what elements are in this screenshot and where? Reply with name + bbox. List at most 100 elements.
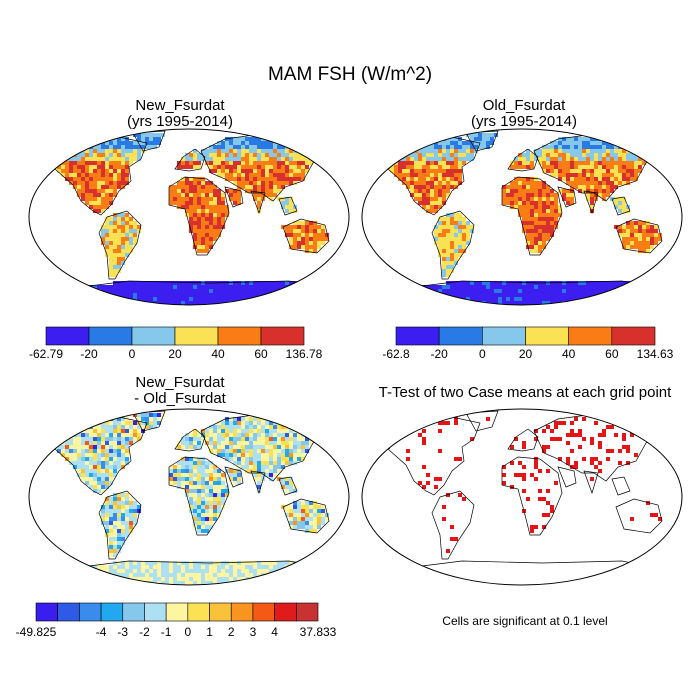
map-cell xyxy=(446,257,450,261)
map-cell xyxy=(402,301,406,305)
map-cell xyxy=(49,433,53,437)
colorbar-tick-label: -4 xyxy=(95,625,107,639)
map-cell xyxy=(169,469,173,473)
map-cell xyxy=(534,213,538,217)
map-cell xyxy=(301,229,305,233)
map-cell xyxy=(297,301,301,305)
map-cell xyxy=(129,145,133,149)
map-cell xyxy=(205,201,209,205)
map-cell xyxy=(626,153,630,157)
map-cell xyxy=(506,185,510,189)
map-cell xyxy=(113,473,117,477)
map-cell xyxy=(105,485,109,489)
map-cell xyxy=(209,301,213,305)
map-cell xyxy=(137,289,141,293)
map-cell xyxy=(229,189,233,193)
map-cell xyxy=(309,509,313,513)
colorbar-new xyxy=(45,326,305,346)
map-cell xyxy=(125,505,129,509)
map-cell xyxy=(325,289,329,293)
map-cell xyxy=(442,169,446,173)
map-cell xyxy=(434,293,438,297)
colorbar-old-labels: -62.8 -20 0 20 40 60 134.63 xyxy=(0,347,700,363)
map-cell xyxy=(309,161,313,165)
map-cell xyxy=(229,469,233,473)
map-cell xyxy=(93,185,97,189)
map-cell xyxy=(606,449,610,453)
map-cell xyxy=(658,149,662,153)
map-cell xyxy=(562,161,566,165)
map-cell xyxy=(570,169,574,173)
map-cell xyxy=(109,497,113,501)
map-cell xyxy=(77,161,81,165)
map-cell xyxy=(121,181,125,185)
map-cell xyxy=(97,473,101,477)
map-cell xyxy=(93,433,97,437)
map-cell xyxy=(566,193,570,197)
map-cell xyxy=(490,133,494,137)
map-cell xyxy=(109,177,113,181)
map-cell xyxy=(313,525,317,529)
map-cell xyxy=(309,517,313,521)
map-cell xyxy=(602,181,606,185)
map-cell xyxy=(185,437,189,441)
map-cell xyxy=(430,185,434,189)
map-cell xyxy=(534,185,538,189)
map-cell xyxy=(574,465,578,469)
map-cell xyxy=(261,185,265,189)
map-cell xyxy=(598,141,602,145)
map-cell xyxy=(538,245,542,249)
map-cell xyxy=(506,293,510,297)
map-cell xyxy=(113,149,117,153)
map-cell xyxy=(205,245,209,249)
map-cell xyxy=(225,421,229,425)
map-cell xyxy=(81,417,85,421)
map-cell xyxy=(538,209,542,213)
map-cell xyxy=(265,561,269,565)
map-cell xyxy=(161,281,165,285)
map-cell xyxy=(93,209,97,213)
map-cell xyxy=(85,417,89,421)
map-cell xyxy=(209,161,213,165)
map-cell xyxy=(253,565,257,569)
map-cell xyxy=(546,221,550,225)
map-cell xyxy=(193,209,197,213)
map-cell xyxy=(301,173,305,177)
map-cell xyxy=(237,177,241,181)
map-cell xyxy=(173,189,177,193)
map-cell xyxy=(117,513,121,517)
map-cell xyxy=(109,529,113,533)
map-cell xyxy=(129,529,133,533)
map-cell xyxy=(446,493,450,497)
map-cell xyxy=(305,245,309,249)
map-cell xyxy=(522,465,526,469)
map-cell xyxy=(313,157,317,161)
map-cell xyxy=(289,141,293,145)
map-cell xyxy=(101,505,105,509)
map-cell xyxy=(394,173,398,177)
map-cell xyxy=(89,201,93,205)
map-cell xyxy=(450,169,454,173)
map-cell xyxy=(598,185,602,189)
map-cell xyxy=(93,285,97,289)
map-cell xyxy=(237,469,241,473)
map-cell xyxy=(201,513,205,517)
map-cell xyxy=(454,245,458,249)
map-cell xyxy=(646,153,650,157)
map-cell xyxy=(313,149,317,153)
map-cell xyxy=(205,461,209,465)
map-cell xyxy=(205,573,209,577)
map-cell xyxy=(554,437,558,441)
map-cell xyxy=(466,157,470,161)
map-cell xyxy=(209,429,213,433)
map-cell xyxy=(185,473,189,477)
map-cell xyxy=(245,145,249,149)
map-cell xyxy=(305,569,309,573)
map-cell xyxy=(185,185,189,189)
colorbar-swatch xyxy=(525,326,569,346)
map-cell xyxy=(518,293,522,297)
map-cell xyxy=(245,141,249,145)
map-cell xyxy=(253,197,257,201)
map-cell xyxy=(213,449,217,453)
map-cell xyxy=(181,477,185,481)
